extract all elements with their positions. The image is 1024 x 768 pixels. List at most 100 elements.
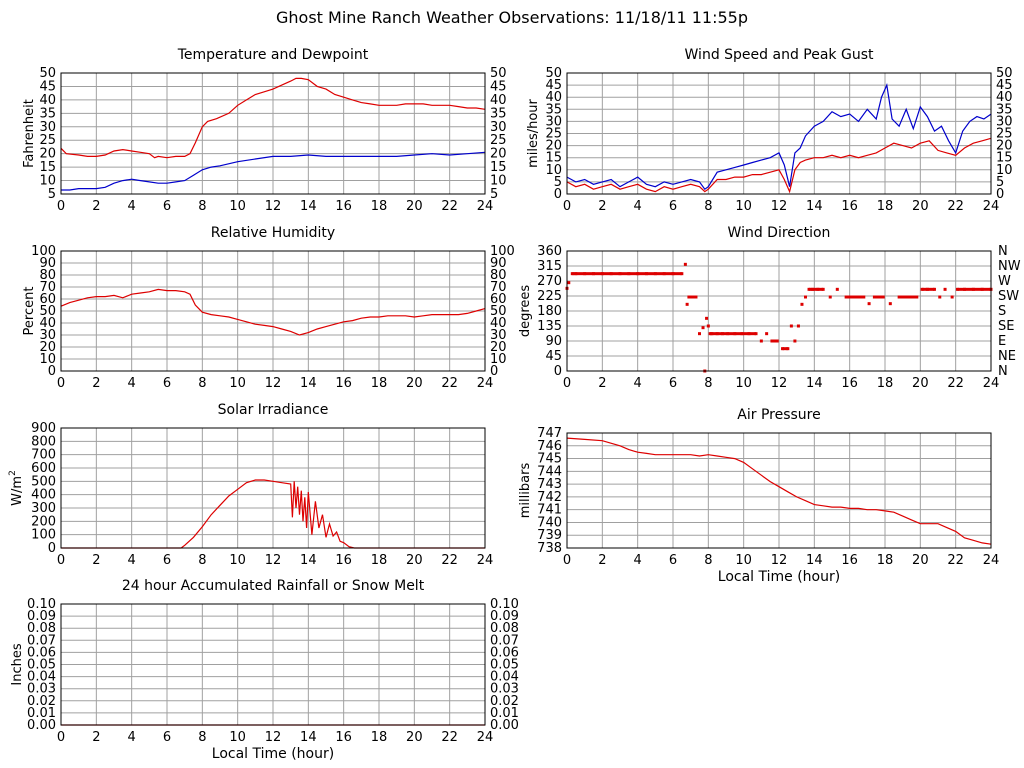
rain-xtick-label: 12 [265,730,282,745]
rain-xtick-label: 10 [229,730,246,745]
direction-ytick-label: 360 [537,244,562,259]
temp-xtick-label: 12 [265,199,282,214]
rain-ytick-label: 0.03 [27,682,56,697]
temp-xtick-label: 14 [300,199,317,214]
direction-compass-label: N [998,244,1008,259]
wind-xtick-label: 14 [806,199,823,214]
temp-ylabel: Fahrenheit [22,99,37,168]
wind-frame [566,72,992,195]
direction-point [804,295,807,299]
solar-ytick-label: 100 [31,528,56,543]
temp-ytick-label-right: 35 [490,106,507,121]
temp-ytick-label-right: 45 [490,79,507,94]
rain-ytick-label-right: 0.09 [490,609,519,624]
pressure-xtick-label: 8 [704,553,712,568]
solar-ytick-label: 200 [31,514,56,529]
direction-xtick-label: 14 [806,376,823,391]
wind-ytick-label-right: 5 [996,175,1004,190]
direction-point [950,295,954,299]
temp-xtick-label: 10 [229,199,246,214]
rain-ylabel: Inches [10,643,25,685]
direction-xtick-label: 12 [771,376,788,391]
rain-xtick-label: 8 [198,730,206,745]
pressure-ylabel: millibars [518,463,533,519]
humidity-ytick-label: 70 [39,280,56,295]
rain-xtick-label: 24 [477,730,494,745]
humidity-ytick-label-right: 10 [490,352,507,367]
wind-ytick-label: 15 [545,151,562,166]
rain-ytick-label-right: 0.00 [490,718,519,733]
solar-xtick-label: 20 [406,553,423,568]
humidity-ytick-label-right: 0 [490,364,498,379]
wind-xtick-label: 6 [669,199,677,214]
humidity-ytick-label-right: 20 [490,340,507,355]
solar-ytick-label: 700 [31,448,56,463]
humidity-ytick-label-right: 40 [490,316,507,331]
direction-point [828,295,832,299]
humidity-xtick-label: 18 [371,376,388,391]
wind-ytick-label: 30 [545,114,562,129]
direction-xtick-label: 2 [598,376,606,391]
direction-ytick-label: 315 [537,259,562,274]
humidity-ytick-label: 50 [39,304,56,319]
rain-xtick-label: 6 [163,730,171,745]
humidity-frame [60,250,486,372]
solar-frame [60,427,486,549]
solar-ytick-label: 400 [31,488,56,503]
pressure-xtick-label: 22 [947,553,964,568]
solar-xtick-label: 2 [92,553,100,568]
rain-ytick-label-right: 0.01 [490,706,519,721]
temp-ytick-label: 45 [39,79,56,94]
pressure-xtick-label: 24 [983,553,1000,568]
humidity-ytick-label-right: 50 [490,304,507,319]
pressure-xtick-label: 18 [877,553,894,568]
temp-series-red-line [60,77,486,159]
wind-ytick-label: 0 [554,187,562,202]
solar-ytick-label: 800 [31,434,56,449]
solar-xtick-label: 8 [198,553,206,568]
wind-ytick-label: 20 [545,139,562,154]
direction-point [789,324,793,328]
humidity-xtick-label: 8 [198,376,206,391]
temp-ytick-label: 20 [39,147,56,162]
direction-title: Wind Direction [728,225,831,241]
humidity-ytick-label: 0 [48,364,56,379]
wind-xtick-label: 0 [563,199,571,214]
rain-xtick-label: 18 [371,730,388,745]
direction-xtick-label: 18 [877,376,894,391]
wind-ytick-label-right: 15 [996,151,1013,166]
humidity-xtick-label: 14 [300,376,317,391]
wind-series-red-line [566,137,992,194]
humidity-ytick-label: 90 [39,256,56,271]
humidity-ytick-label: 40 [39,316,56,331]
pressure-ytick-label: 746 [537,439,562,454]
direction-xtick-label: 22 [947,376,964,391]
wind-xtick-label: 24 [983,199,1000,214]
temp-title: Temperature and Dewpoint [177,47,369,63]
wind-ytick-label-right: 0 [996,187,1004,202]
rain-ytick-label-right: 0.02 [490,694,519,709]
solar-xtick-label: 24 [477,553,494,568]
direction-compass-label: E [998,334,1006,349]
temp-xtick-label: 24 [477,199,494,214]
direction-point [800,302,804,306]
direction-point [793,339,797,343]
humidity-series-red-line [60,288,486,336]
solar-xtick-label: 16 [335,553,352,568]
wind-ytick-label-right: 35 [996,102,1013,117]
wind-xtick-label: 10 [735,199,752,214]
wind-ytick-label: 50 [545,66,562,81]
direction-compass-label: N [998,364,1008,379]
solar-ytick-label: 500 [31,474,56,489]
wind-xtick-label: 18 [877,199,894,214]
temp-ytick-label: 30 [39,120,56,135]
humidity-xtick-label: 24 [477,376,494,391]
direction-compass-label: S [998,304,1006,319]
direction-ytick-label: 135 [537,319,562,334]
temp-ytick-label: 35 [39,106,56,121]
direction-xtick-label: 0 [563,376,571,391]
direction-point [835,287,839,291]
direction-point [685,302,689,306]
